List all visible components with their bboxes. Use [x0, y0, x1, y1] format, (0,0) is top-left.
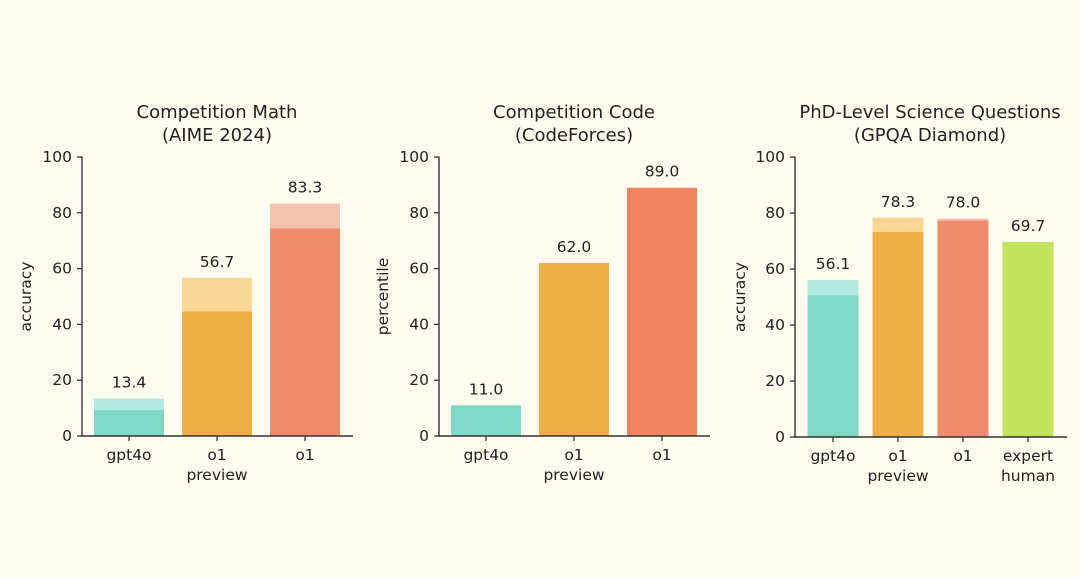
- x-tick-label: preview: [867, 467, 928, 485]
- x-tick-label: o1: [953, 447, 972, 465]
- x-tick-label: o1: [888, 447, 907, 465]
- chart-competition-code: Competition Code(CodeForces) percentile 11…: [374, 102, 710, 484]
- x-tick-label: o1: [564, 446, 583, 464]
- x-tick-label: gpt4o: [810, 447, 855, 465]
- data-label: 62.0: [557, 238, 592, 256]
- chart-phd-science: PhD-Level Science Questions(GPQA Diamond…: [731, 102, 1067, 485]
- data-label: 56.1: [816, 255, 851, 273]
- bar-gpt4o: [94, 398, 164, 436]
- data-label: 56.7: [200, 253, 235, 271]
- chart-competition-math: Competition Math(AIME 2024) accuracy 13.4 g…: [17, 102, 353, 484]
- y-tick-label: 100: [399, 148, 429, 166]
- bar-base-segment: [94, 410, 164, 436]
- x-tick-label: o1: [295, 446, 314, 464]
- bar-base-segment: [872, 231, 924, 437]
- y-axis-label: accuracy: [731, 262, 749, 332]
- y-tick-label: 20: [765, 372, 785, 390]
- y-tick-label: 80: [52, 204, 72, 222]
- bar-o1: [937, 218, 989, 437]
- x-tick-label: o1: [652, 446, 671, 464]
- bar-o1-preview: [539, 263, 609, 436]
- x-tick-label: gpt4o: [106, 446, 151, 464]
- y-axis-label: accuracy: [17, 262, 35, 332]
- y-tick-label: 60: [52, 260, 72, 278]
- x-tick-label: preview: [186, 466, 247, 484]
- data-label: 13.4: [112, 374, 147, 392]
- x-tick-label: human: [1001, 467, 1055, 485]
- y-tick-label: 60: [409, 260, 429, 278]
- bar-base-segment: [627, 187, 697, 436]
- bar-consensus-segment: [807, 279, 859, 296]
- y-tick-label: 0: [62, 427, 72, 445]
- y-tick-label: 0: [419, 427, 429, 445]
- chart-title: Competition Math: [137, 102, 298, 123]
- y-tick-label: 40: [409, 315, 429, 333]
- bar-o1: [627, 187, 697, 436]
- y-tick-label: 60: [765, 260, 785, 278]
- chart-subtitle: (CodeForces): [515, 125, 633, 146]
- y-tick-label: 40: [765, 316, 785, 334]
- y-tick-label: 40: [52, 315, 72, 333]
- data-label: 69.7: [1011, 217, 1046, 235]
- y-tick-label: 100: [42, 148, 72, 166]
- y-tick-label: 0: [775, 428, 785, 446]
- data-label: 83.3: [288, 179, 323, 197]
- bar-base-segment: [270, 228, 340, 436]
- chart-title: PhD-Level Science Questions: [799, 102, 1060, 123]
- x-tick-label: gpt4o: [463, 446, 508, 464]
- y-tick-label: 100: [755, 148, 785, 166]
- x-tick-label: preview: [543, 466, 604, 484]
- bar-o1: [270, 203, 340, 436]
- bar-o1-preview: [872, 217, 924, 437]
- data-label: 11.0: [469, 380, 504, 398]
- chart-subtitle: (GPQA Diamond): [854, 125, 1006, 146]
- bar-base-segment: [937, 220, 989, 437]
- bar-consensus-segment: [94, 398, 164, 411]
- bar-expert-human: [1002, 241, 1054, 437]
- y-tick-label: 80: [409, 204, 429, 222]
- bar-o1-preview: [182, 277, 252, 436]
- x-tick-label: expert: [1003, 447, 1053, 465]
- bar-base-segment: [451, 405, 521, 436]
- chart-subtitle: (AIME 2024): [162, 125, 272, 146]
- y-tick-label: 20: [52, 371, 72, 389]
- chart-title: Competition Code: [493, 102, 655, 123]
- y-tick-label: 20: [409, 371, 429, 389]
- bar-consensus-segment: [182, 277, 252, 312]
- bar-gpt4o: [451, 405, 521, 436]
- y-tick-label: 80: [765, 204, 785, 222]
- y-axis-label: percentile: [374, 258, 392, 336]
- bar-gpt4o: [807, 279, 859, 437]
- data-label: 78.3: [881, 193, 916, 211]
- bar-consensus-segment: [270, 203, 340, 229]
- bar-consensus-segment: [937, 218, 989, 221]
- bar-consensus-segment: [872, 217, 924, 232]
- bar-base-segment: [807, 295, 859, 437]
- data-label: 78.0: [946, 194, 981, 212]
- x-tick-label: o1: [207, 446, 226, 464]
- bar-base-segment: [539, 263, 609, 436]
- bar-base-segment: [1002, 241, 1054, 437]
- data-label: 89.0: [645, 163, 680, 181]
- bar-base-segment: [182, 311, 252, 436]
